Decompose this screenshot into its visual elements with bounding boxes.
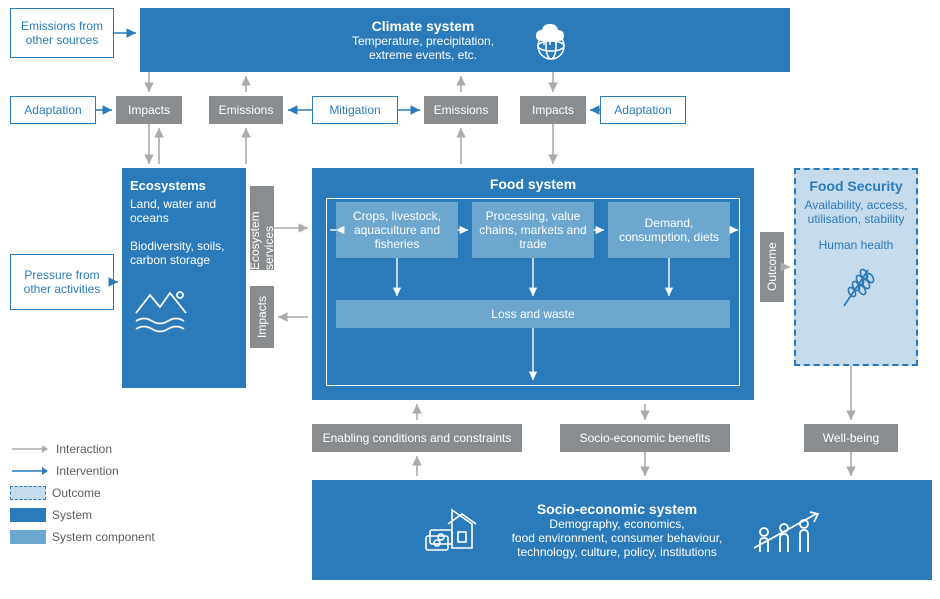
label: Demand, consumption, diets [612, 216, 726, 244]
food-title: Food system [320, 176, 746, 192]
label: Emissions [219, 103, 274, 117]
house-money-icon [418, 500, 488, 560]
label: Impacts [532, 103, 574, 117]
label: Socio-economic benefits [580, 431, 711, 445]
climate-title: Climate system [352, 18, 494, 34]
people-growth-icon [746, 500, 826, 560]
vtag-eco-services: Ecosystem services [250, 186, 274, 270]
pressure-other-activities: Pressure from other activities [10, 254, 114, 310]
climate-subtitle: Temperature, precipitation, extreme even… [352, 34, 494, 62]
label: Interaction [56, 442, 112, 456]
label: Emissions [434, 103, 489, 117]
label: Emissions from other sources [15, 19, 109, 47]
climate-system: Climate system Temperature, precipitatio… [140, 8, 790, 72]
outcome-extra: Human health [804, 238, 908, 252]
label: Adaptation [24, 103, 81, 117]
label: Pressure from other activities [15, 268, 109, 296]
label: Ecosystem services [248, 186, 276, 270]
outcome-title: Food Security [804, 178, 908, 194]
vtag-outcome: Outcome [760, 232, 784, 302]
label: Well-being [823, 431, 879, 445]
outcome-subtitle: Availability, access, utilisation, stabi… [804, 198, 908, 226]
adaptation-left: Adaptation [10, 96, 96, 124]
emissions-other-sources: Emissions from other sources [10, 8, 114, 58]
label: Outcome [765, 243, 779, 292]
legend-intervention: Intervention [10, 460, 155, 482]
label: Adaptation [614, 103, 671, 117]
legend-component: System component [10, 526, 155, 548]
food-security-outcome: Food Security Availability, access, util… [794, 168, 918, 366]
legend-system: System [10, 504, 155, 526]
tag-impacts-right: Impacts [520, 96, 586, 124]
food-comp-processing: Processing, value chains, markets and tr… [472, 202, 594, 258]
mitigation: Mitigation [312, 96, 398, 124]
label: Enabling conditions and constraints [323, 431, 512, 445]
food-comp-loss: Loss and waste [336, 300, 730, 328]
globe-cloud-icon [524, 18, 578, 62]
adaptation-right: Adaptation [600, 96, 686, 124]
tag-benefits: Socio-economic benefits [560, 424, 730, 452]
socio-system: Socio-economic system Demography, econom… [312, 480, 932, 580]
label: Intervention [56, 464, 119, 478]
label: Impacts [255, 296, 269, 338]
tag-wellbeing: Well-being [804, 424, 898, 452]
tag-enabling: Enabling conditions and constraints [312, 424, 522, 452]
legend-outcome: Outcome [10, 482, 155, 504]
food-comp-demand: Demand, consumption, diets [608, 202, 730, 258]
eco-title: Ecosystems [130, 178, 238, 193]
label: System [52, 508, 92, 522]
label: Crops, livestock, aquaculture and fisher… [340, 209, 454, 251]
socio-title: Socio-economic system [512, 501, 723, 517]
vtag-impacts: Impacts [250, 286, 274, 348]
label: System component [52, 530, 155, 544]
socio-subtitle: Demography, economics, food environment,… [512, 517, 723, 559]
tag-emissions-1: Emissions [209, 96, 283, 124]
label: Mitigation [329, 103, 380, 117]
label: Outcome [52, 486, 101, 500]
mountain-wave-icon [130, 285, 200, 335]
legend-interaction: Interaction [10, 438, 155, 460]
ecosystems-system: Ecosystems Land, water and oceans Biodiv… [122, 168, 246, 388]
label: Processing, value chains, markets and tr… [476, 209, 590, 251]
wheat-icon [834, 260, 878, 310]
label: Loss and waste [491, 307, 574, 321]
label: Impacts [128, 103, 170, 117]
food-comp-crops: Crops, livestock, aquaculture and fisher… [336, 202, 458, 258]
tag-emissions-2: Emissions [424, 96, 498, 124]
legend: Interaction Intervention Outcome System … [10, 438, 155, 548]
tag-impacts-left: Impacts [116, 96, 182, 124]
eco-subtitle: Land, water and oceans Biodiversity, soi… [130, 197, 238, 267]
